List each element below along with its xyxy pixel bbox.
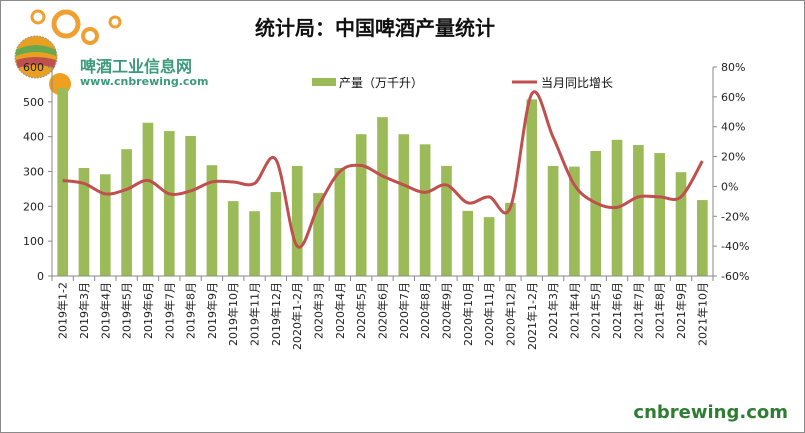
x-tick-label: 2019年6月 bbox=[141, 282, 155, 339]
bar bbox=[377, 117, 388, 276]
x-tick-label: 2020年4月 bbox=[333, 282, 347, 339]
x-tick-label: 2021年1-2月 bbox=[525, 282, 539, 350]
y-right-tick-label: 80% bbox=[721, 61, 745, 74]
bar bbox=[121, 149, 132, 276]
x-tick-label: 2019年5月 bbox=[120, 282, 134, 339]
y-right-tick-label: 0% bbox=[721, 180, 738, 193]
y-right-tick-label: 40% bbox=[721, 121, 745, 134]
x-tick-label: 2021年10月 bbox=[695, 282, 709, 346]
bar bbox=[334, 168, 346, 276]
bar bbox=[505, 202, 516, 276]
x-tick-label: 2019年3月 bbox=[77, 282, 91, 339]
bar bbox=[206, 165, 218, 276]
growth-line bbox=[62, 90, 704, 249]
bar bbox=[419, 144, 431, 276]
bar bbox=[633, 145, 644, 276]
bar bbox=[313, 193, 324, 276]
x-tick-label: 2021年8月 bbox=[653, 282, 667, 339]
legend-swatch-bar bbox=[312, 78, 336, 86]
logo-text-cn: 啤酒工业信息网 bbox=[80, 57, 192, 76]
x-tick-label: 2021年4月 bbox=[567, 282, 581, 339]
bar bbox=[675, 172, 687, 276]
x-tick-label: 2021年7月 bbox=[631, 282, 645, 339]
x-tick-label: 2020年10月 bbox=[461, 282, 475, 346]
bar bbox=[526, 99, 538, 277]
bar bbox=[99, 174, 111, 276]
bar bbox=[249, 211, 260, 276]
bar bbox=[547, 165, 559, 276]
x-tick-label: 2021年3月 bbox=[546, 282, 560, 339]
y-left-tick-label: 300 bbox=[23, 166, 44, 179]
x-tick-label: 2021年9月 bbox=[674, 282, 688, 339]
x-tick-label: 2021年5月 bbox=[589, 282, 603, 339]
bar bbox=[78, 168, 90, 276]
x-tick-label: 2019年9月 bbox=[205, 282, 219, 339]
x-tick-label: 2020年12月 bbox=[503, 282, 517, 346]
bar bbox=[569, 166, 580, 276]
x-tick-label: 2020年11月 bbox=[482, 282, 496, 346]
x-tick-label: 2020年7月 bbox=[397, 282, 411, 339]
bar bbox=[163, 131, 175, 276]
bar bbox=[398, 134, 410, 276]
x-tick-label: 2020年9月 bbox=[439, 282, 453, 339]
bar bbox=[227, 201, 239, 276]
y-left-tick-label: 400 bbox=[23, 131, 44, 144]
bar bbox=[462, 210, 474, 276]
y-right-tick-label: -60% bbox=[721, 270, 749, 283]
y-right-tick-label: -20% bbox=[721, 210, 749, 223]
bar bbox=[355, 134, 367, 276]
x-tick-label: 2020年5月 bbox=[354, 282, 368, 339]
watermark: cnbrewing.com bbox=[633, 402, 788, 423]
bar bbox=[185, 135, 196, 276]
bar bbox=[291, 165, 303, 276]
x-tick-label: 2019年8月 bbox=[184, 282, 198, 339]
y-right-tick-label: -40% bbox=[721, 240, 749, 253]
x-tick-label: 2019年11月 bbox=[248, 282, 262, 346]
bar bbox=[483, 217, 495, 276]
y-left-tick-label: 200 bbox=[23, 200, 44, 213]
y-left-tick-label: 500 bbox=[23, 96, 44, 109]
bar bbox=[270, 192, 282, 276]
y-left-tick-label: 600 bbox=[23, 61, 44, 74]
x-tick-label: 2019年1-2 bbox=[56, 282, 70, 339]
x-tick-label: 2019年7月 bbox=[162, 282, 176, 339]
bar bbox=[142, 122, 154, 276]
bar bbox=[590, 150, 602, 276]
y-right-tick-label: 20% bbox=[721, 151, 745, 164]
logo-url: www.cnbrewing.com bbox=[80, 75, 208, 88]
logo: 啤酒工业信息网 www.cnbrewing.com bbox=[14, 9, 208, 95]
y-right-tick-label: 60% bbox=[721, 91, 745, 104]
y-left-tick-label: 0 bbox=[37, 270, 44, 283]
y-left-tick-label: 100 bbox=[23, 235, 44, 248]
legend: 产量（万千升） 当月同比增长 bbox=[312, 76, 613, 90]
x-tick-label: 2020年6月 bbox=[376, 282, 390, 339]
chart-title: 统计局：中国啤酒产量统计 bbox=[255, 16, 495, 40]
x-tick-label: 2020年3月 bbox=[312, 282, 326, 339]
x-tick-label: 2021年6月 bbox=[610, 282, 624, 339]
x-tick-label: 2019年12月 bbox=[269, 282, 283, 346]
bar bbox=[441, 165, 452, 276]
x-tick-label: 2019年4月 bbox=[98, 282, 112, 339]
x-tick-label: 2020年1-2月 bbox=[290, 282, 304, 350]
x-tick-label: 2020年8月 bbox=[418, 282, 432, 339]
bar bbox=[654, 153, 666, 276]
legend-label-bar: 产量（万千升） bbox=[339, 76, 423, 90]
bar bbox=[697, 200, 708, 276]
x-tick-label: 2019年10月 bbox=[226, 282, 240, 346]
legend-label-line: 当月同比增长 bbox=[541, 76, 613, 90]
